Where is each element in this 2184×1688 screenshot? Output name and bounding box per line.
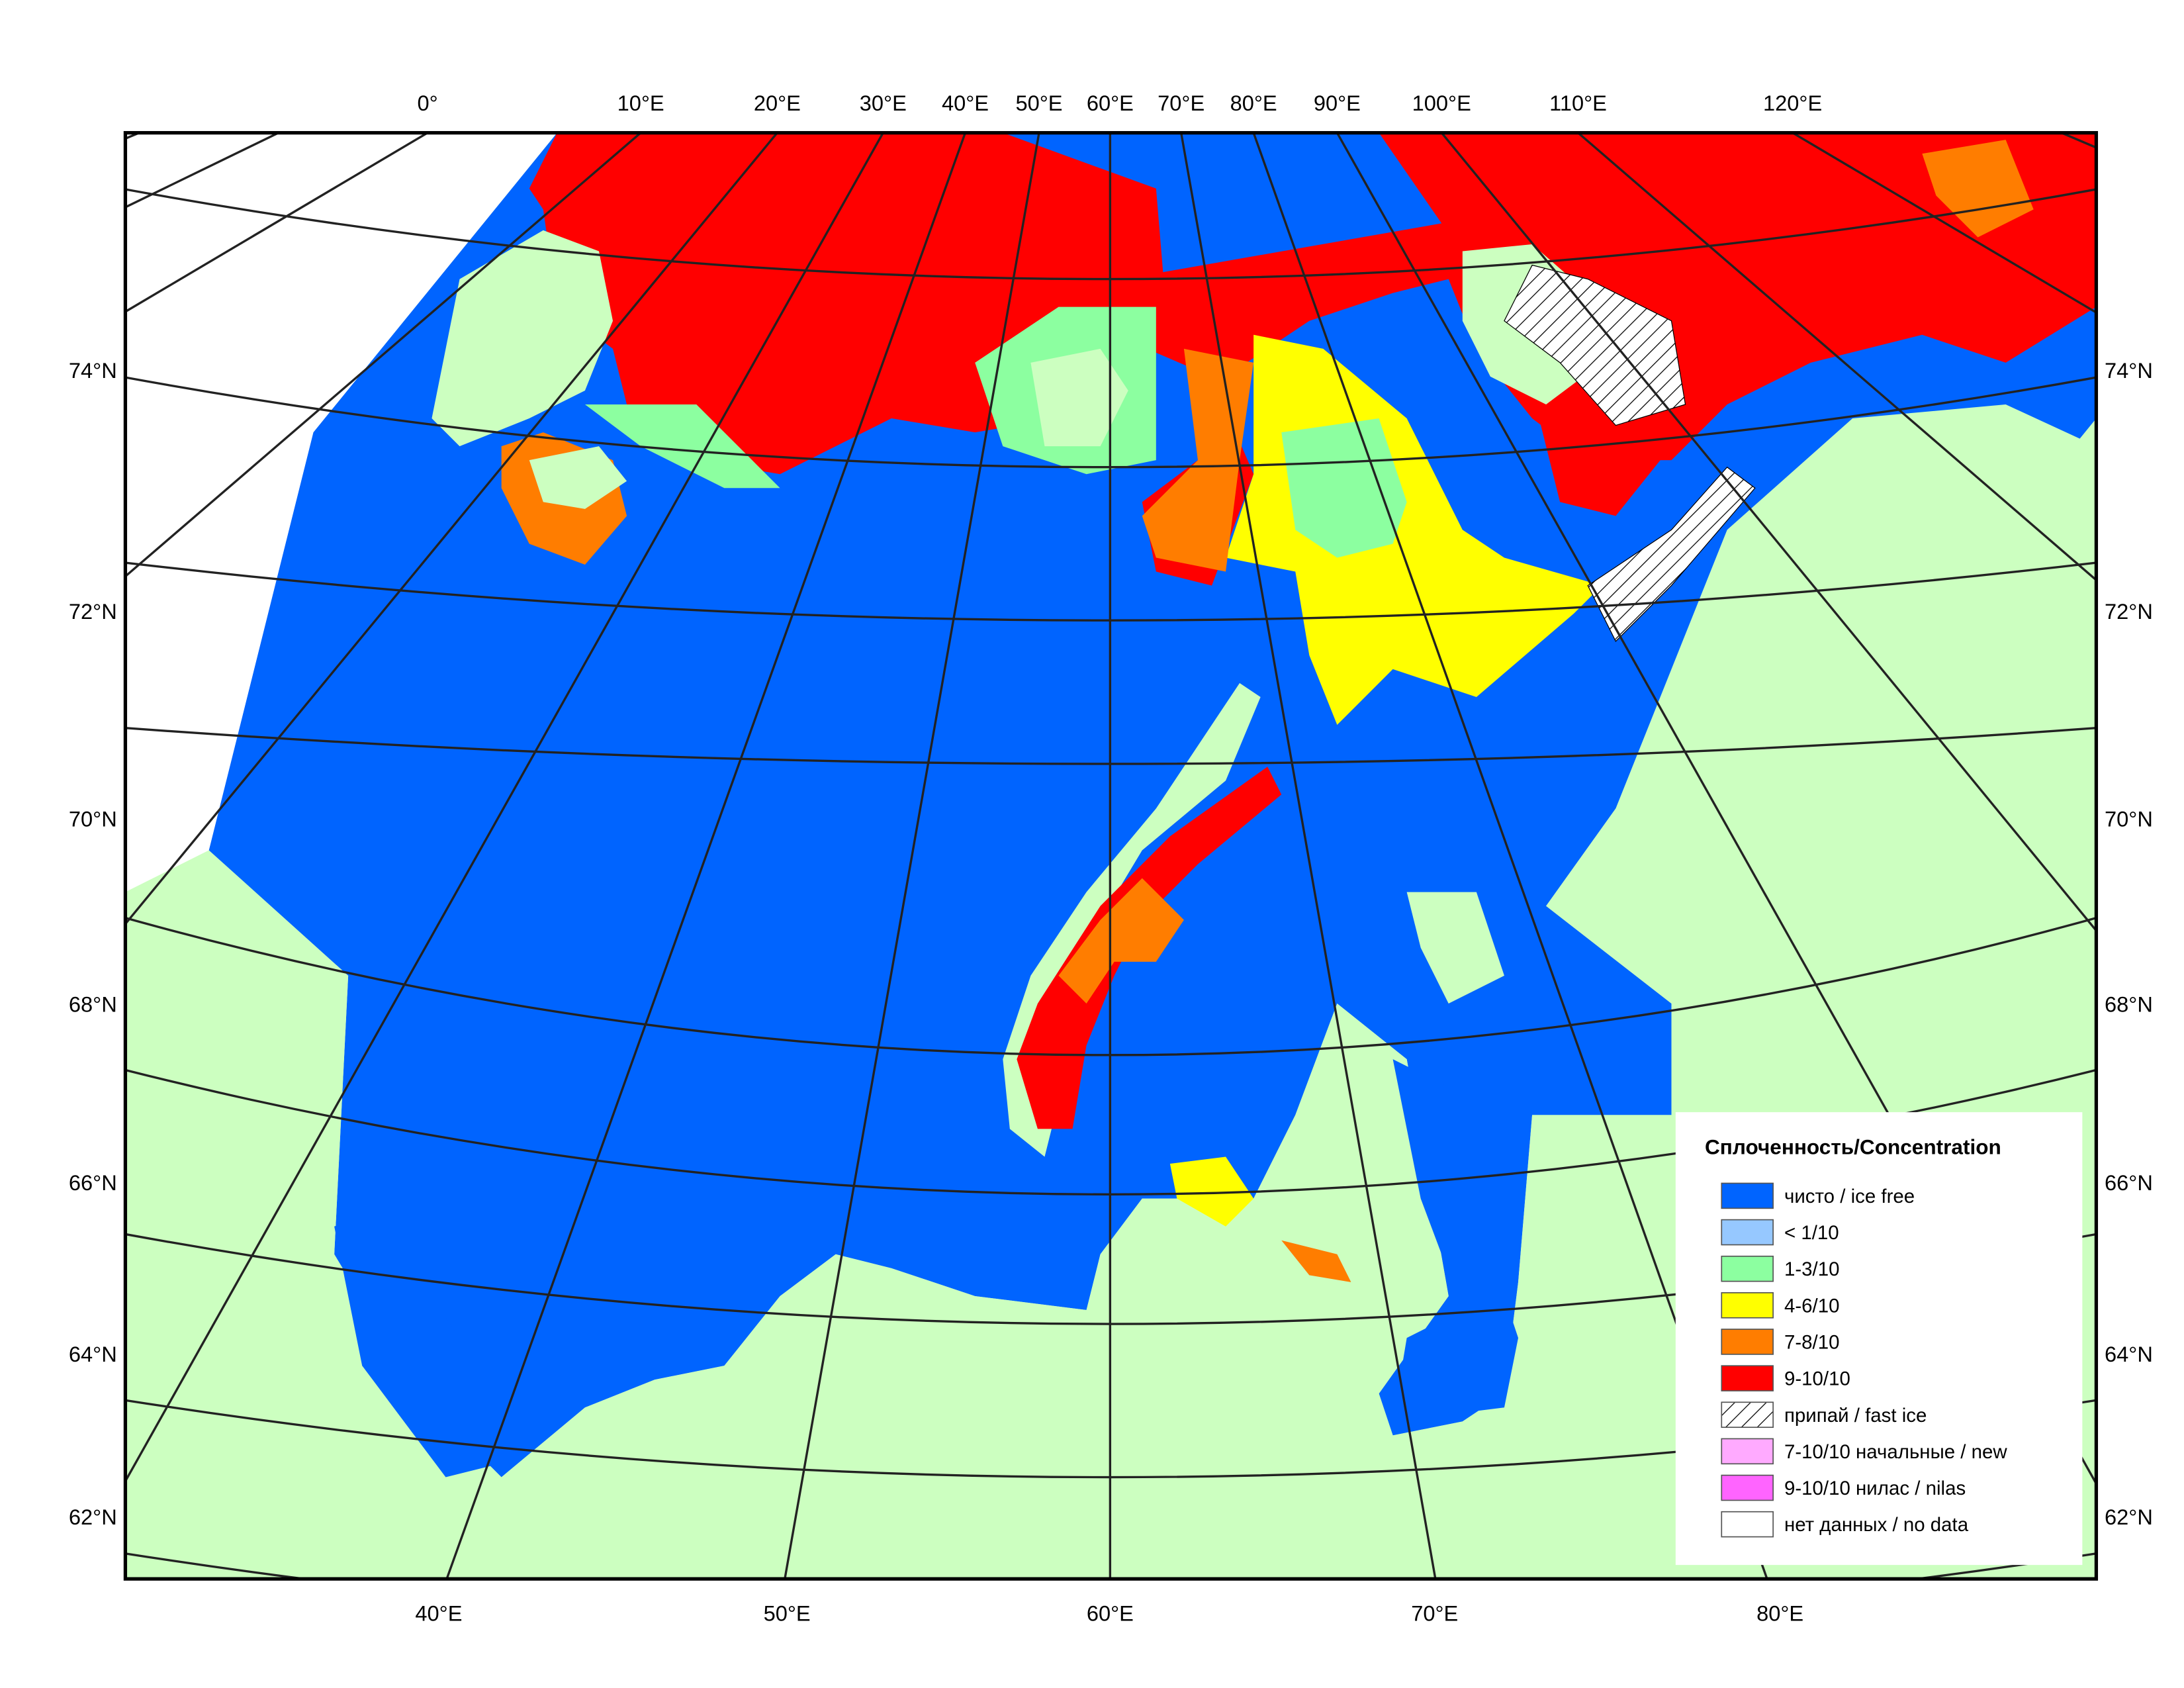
meridian [445,132,967,1579]
lat-label: 70°N [69,807,117,831]
land [1406,892,1504,1004]
legend: Сплоченность/Concentration чисто / ice f… [1675,1112,2083,1566]
legend-label: 7-8/10 [1784,1331,1840,1353]
legend-swatch [1721,1365,1774,1391]
parallel [125,727,2097,765]
parallel [125,561,2097,622]
ice-7-8 [1058,878,1184,1004]
graticule [125,132,2097,1579]
labels: 0° 10°E 20°E 30°E 40°E 50°E 60°E 70°E 80°E 90°E 10… [69,91,2153,1625]
meridian [1252,132,1768,1579]
fast-ice [1587,466,1756,642]
legend-label: < 1/10 [1784,1222,1839,1244]
lon-label: 70°E [1411,1601,1458,1625]
lat-label: 64°N [2105,1342,2153,1366]
lon-label: 40°E [415,1601,462,1625]
legend-label: 7-10/10 начальные / new [1784,1441,2007,1463]
lon-label: 50°E [764,1601,811,1625]
ice-1-3 [584,404,780,489]
legend-swatch [1721,1511,1774,1538]
meridian [1179,132,1437,1579]
lon-label: 80°E [1756,1601,1803,1625]
legend-swatch [1721,1474,1774,1501]
lon-label: 0° [418,91,438,115]
ice-1-3 [1281,418,1407,558]
lat-label: 64°N [69,1342,117,1366]
lat-label: 68°N [69,992,117,1017]
land [1030,348,1128,447]
lon-label: 110°E [1549,91,1607,115]
legend-swatch [1721,1182,1774,1209]
lon-label: 40°E [942,91,989,115]
meridian [125,132,779,926]
lon-label: 90°E [1314,91,1361,115]
lon-label: 50°E [1015,91,1062,115]
lon-label: 20°E [754,91,801,115]
map-area [125,132,2097,1579]
sea [1392,1059,1519,1422]
no-data [125,132,557,892]
legend-label: 4-6/10 [1784,1295,1840,1317]
fast-ice [1504,264,1686,426]
legend-swatch [1721,1292,1774,1319]
lat-label: 62°N [69,1505,117,1529]
legend-label: 1-3/10 [1784,1258,1840,1280]
lon-label: 10°E [617,91,664,115]
ice-9-10 [1017,767,1282,1129]
ice-4-6 [1169,1156,1254,1227]
legend-swatch [1721,1329,1774,1355]
legend-swatch [1721,1438,1774,1465]
ice-7-8 [1922,140,2034,238]
legend-label: 9-10/10 нилас / nilas [1784,1477,1966,1499]
meridian [125,132,885,1483]
legend-label: нет данных / no data [1784,1514,1969,1536]
lat-label: 62°N [2105,1505,2153,1529]
meridian [784,132,1040,1579]
parallel [125,916,2097,1056]
legend-label: 9-10/10 [1784,1368,1850,1390]
legend-swatch [1721,1401,1774,1429]
lon-label: 100°E [1412,91,1471,115]
lon-label: 80°E [1230,91,1277,115]
parallel [125,376,2097,469]
lon-label: 30°E [860,91,907,115]
ice-7-8 [1281,1240,1351,1282]
lat-label: 66°N [69,1170,117,1195]
meridian [1440,132,2097,933]
lat-label: 68°N [2105,992,2153,1017]
parallel [125,188,2097,281]
legend-swatch [1721,1255,1774,1282]
legend-swatch [1721,1219,1774,1246]
land [125,850,1533,1579]
lat-label: 72°N [2105,599,2153,624]
lat-label: 74°N [2105,358,2153,383]
legend-label: чисто / ice free [1784,1186,1915,1207]
frame [123,130,2099,1581]
lon-label: 60°E [1087,1601,1134,1625]
land [432,230,614,447]
lon-label: 120°E [1763,91,1822,115]
ice-9-10 [1539,404,1672,516]
land [529,446,627,509]
legend-label: припай / fast ice [1784,1405,1927,1427]
legend-title: Сплоченность/Concentration [1705,1135,2001,1158]
lat-label: 66°N [2105,1170,2153,1195]
lat-label: 74°N [69,358,117,383]
sea [334,1212,502,1477]
lon-label: 60°E [1087,91,1134,115]
lon-label: 70°E [1158,91,1205,115]
ice-7-8 [1142,348,1254,572]
lat-label: 72°N [69,599,117,624]
lat-label: 70°N [2105,807,2153,831]
